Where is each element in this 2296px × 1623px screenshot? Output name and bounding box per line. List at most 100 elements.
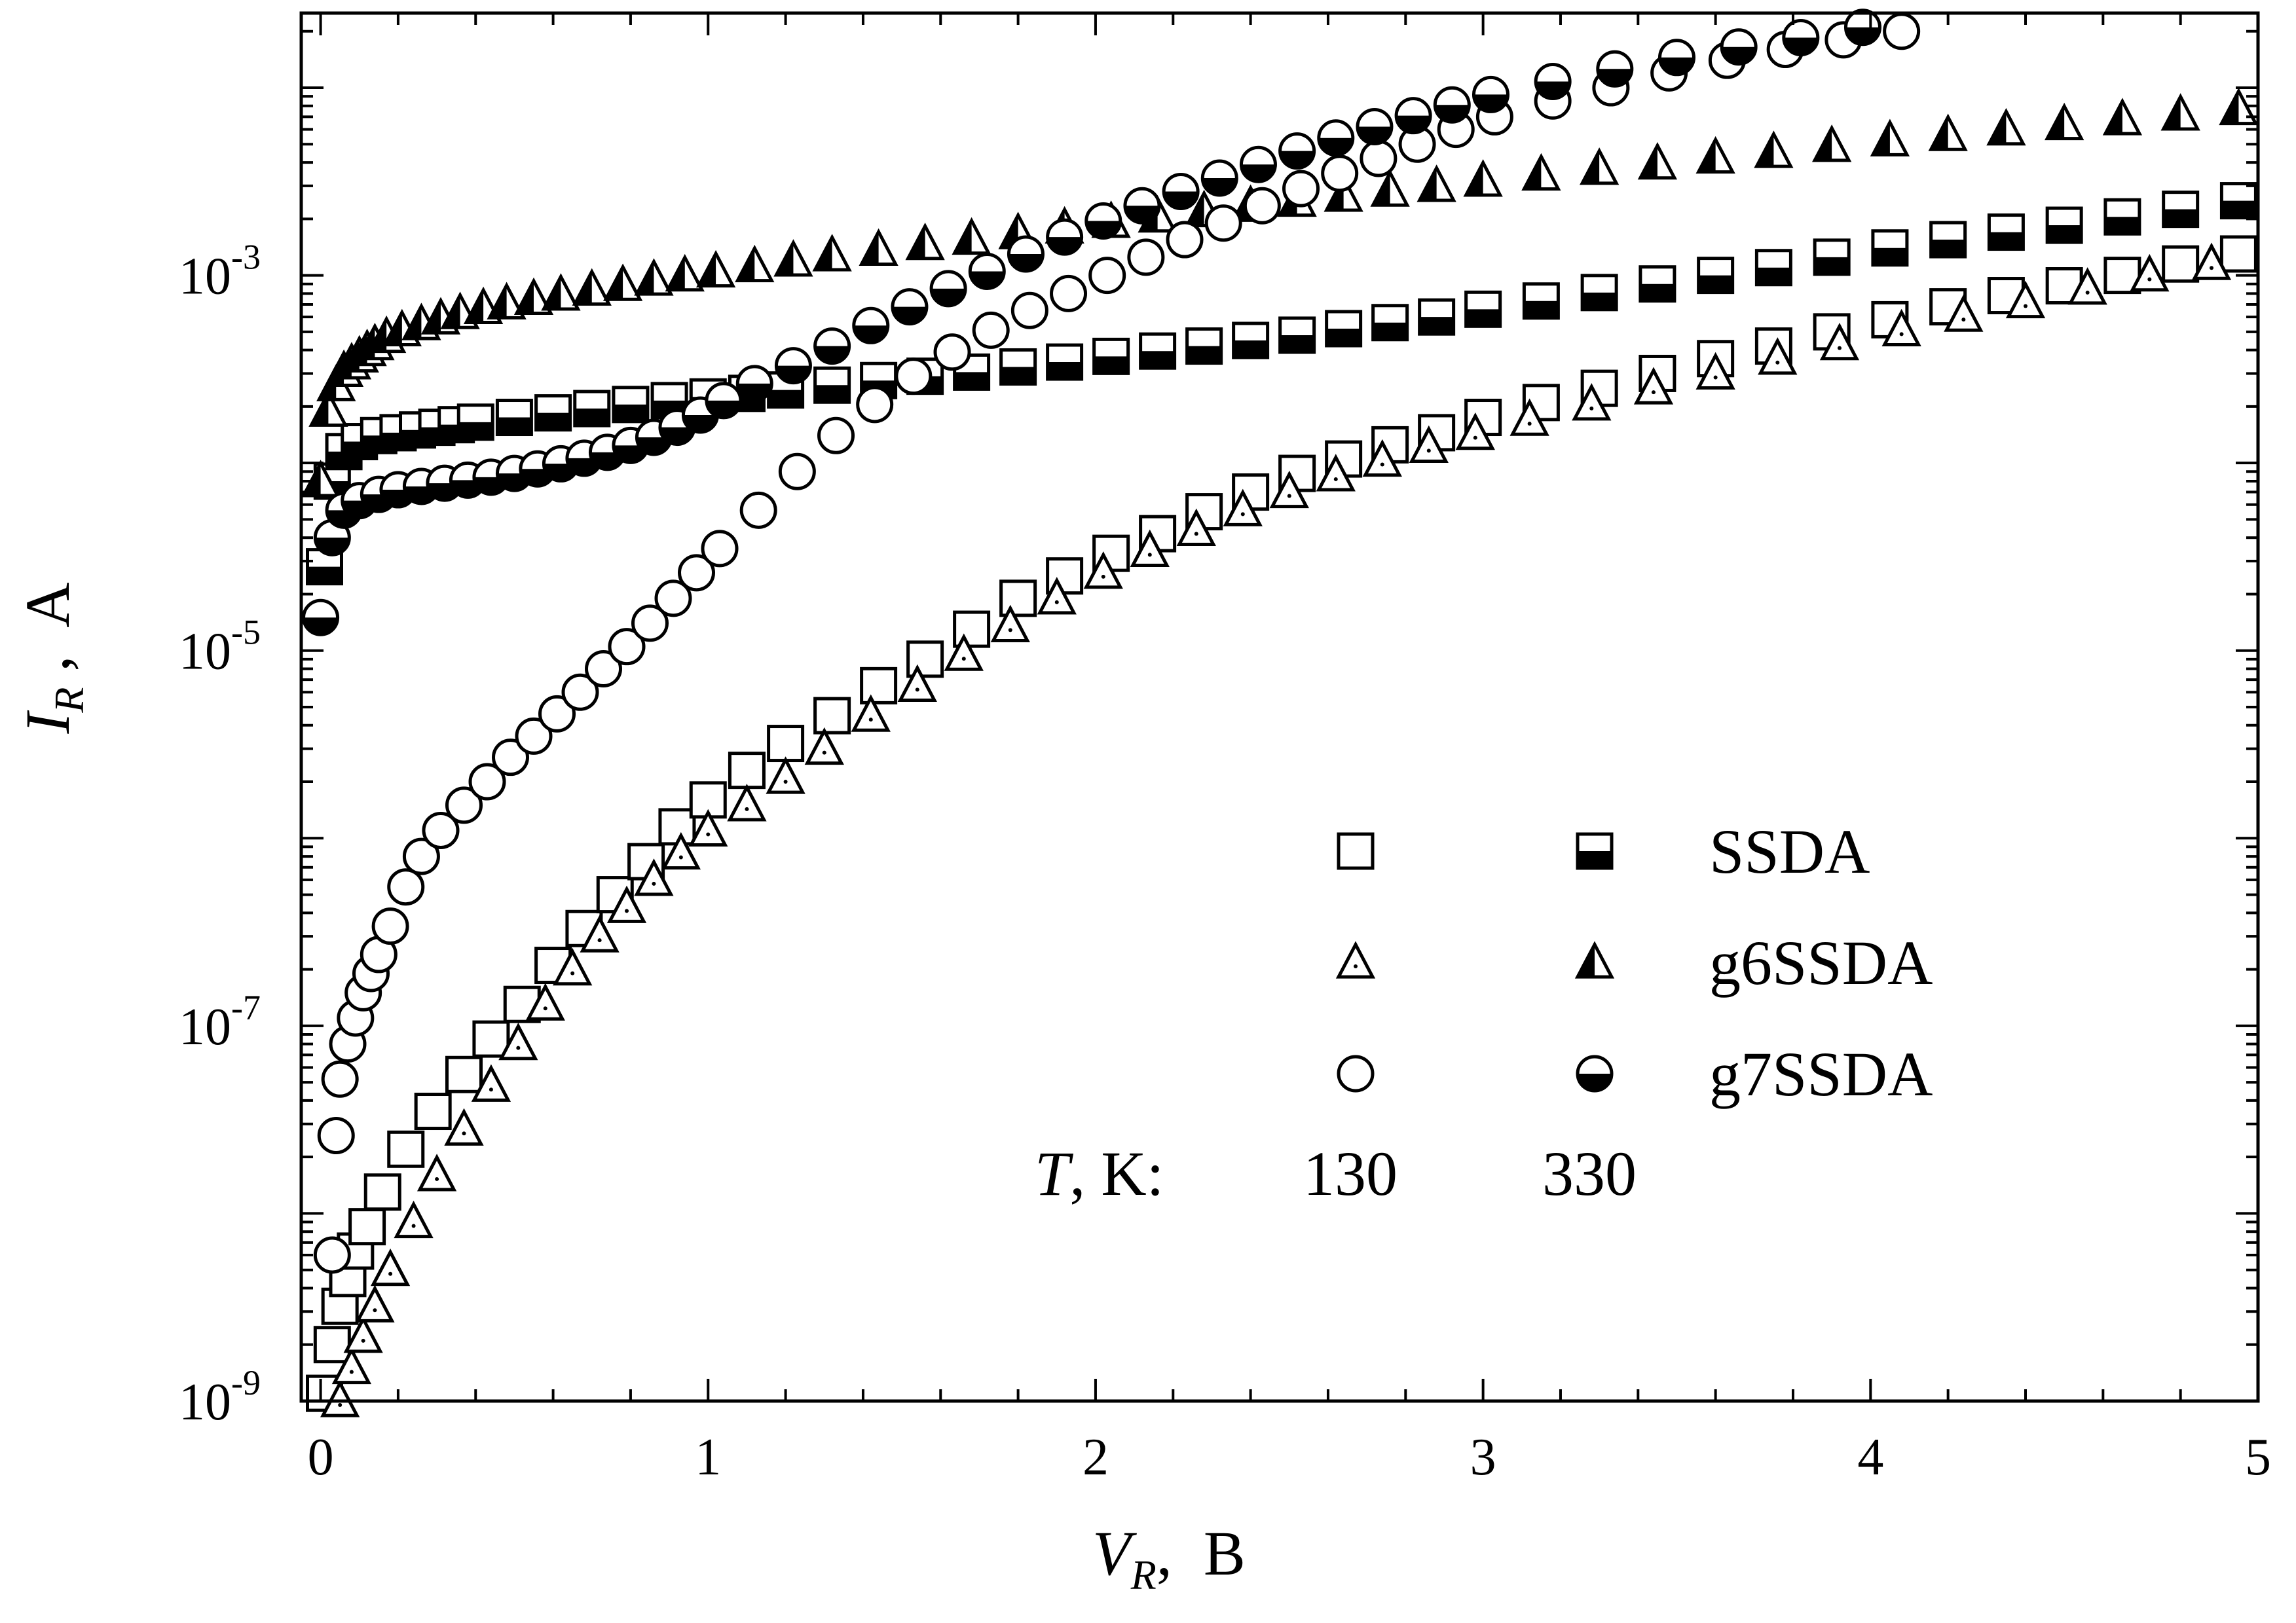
marker-outline: [1083, 551, 1123, 589]
data-point: [1046, 343, 1084, 381]
data-point: [1509, 398, 1549, 436]
data-point: [1010, 291, 1048, 329]
data-point: [445, 786, 483, 824]
data-point: [534, 394, 572, 432]
marker-fill: [307, 566, 342, 584]
data-point: [1596, 50, 1634, 88]
data-point: [313, 1326, 351, 1364]
marker-outline: [1758, 337, 1798, 375]
data-point: [1522, 282, 1560, 320]
marker-dot: [1194, 532, 1198, 536]
marker-outline: [1088, 257, 1126, 295]
marker-fill: [1419, 317, 1454, 335]
data-point: [1782, 18, 1820, 56]
legend-marker-g6ssda-130k: [1335, 941, 1376, 979]
data-point: [1037, 577, 1077, 615]
marker-outline: [606, 885, 647, 923]
data-point: [1243, 187, 1281, 225]
data-point: [1758, 337, 1798, 375]
marker-fill: [815, 385, 849, 403]
marker-outline: [394, 1200, 434, 1239]
data-point: [695, 249, 736, 288]
marker-outline: [444, 1108, 484, 1146]
x-axis-label-sub: R: [1130, 1552, 1157, 1598]
marker-outline: [331, 1346, 372, 1385]
data-point: [1534, 62, 1572, 100]
data-point: [321, 1060, 359, 1098]
marker-dot: [1240, 512, 1245, 517]
marker-dot: [1651, 390, 1656, 395]
data-point: [773, 239, 813, 277]
data-point: [1046, 218, 1084, 256]
data-point: [999, 348, 1037, 386]
data-point: [553, 947, 593, 986]
data-point: [774, 347, 812, 385]
marker-fill: [497, 417, 532, 435]
data-point: [1633, 367, 1674, 405]
data-point: [1282, 170, 1320, 208]
data-point: [363, 1173, 401, 1211]
marker-outline: [472, 1020, 510, 1058]
marker-fill: [458, 422, 493, 439]
marker-fill: [768, 390, 803, 407]
marker-fill: [1783, 37, 1818, 55]
marker-fill: [706, 400, 741, 418]
data-point: [1316, 454, 1356, 492]
marker-fill: [2221, 91, 2239, 124]
data-point: [1185, 327, 1223, 365]
marker-fill: [1640, 283, 1675, 301]
marker-fill: [2047, 106, 2065, 139]
data-point: [468, 763, 506, 801]
data-point: [472, 1020, 510, 1058]
data-point: [1409, 425, 1449, 464]
marker-outline: [471, 1064, 511, 1102]
marker-outline: [2005, 280, 2046, 319]
marker-outline: [414, 1093, 452, 1131]
marker-fill: [1872, 122, 1890, 155]
marker-fill: [2163, 209, 2198, 227]
marker-fill: [892, 306, 927, 324]
data-point: [355, 1285, 395, 1322]
marker-dot: [1527, 422, 1532, 426]
marker-outline: [2162, 245, 2200, 283]
marker-fill: [303, 463, 321, 496]
marker-fill: [574, 409, 609, 426]
marker-outline: [1010, 291, 1048, 329]
y-axis-label-unit: , A: [12, 582, 83, 687]
marker-outline: [654, 579, 692, 617]
legend-temperature-330: 330: [1542, 1139, 1637, 1209]
marker-fill: [1124, 206, 1159, 223]
marker-outline: [343, 1315, 383, 1353]
data-point: [944, 633, 984, 671]
legend-temperature-label: T, K:: [1035, 1139, 1164, 1209]
marker-fill: [1722, 46, 1756, 64]
x-tick-label: 3: [1470, 1429, 1496, 1486]
marker-outline: [2067, 267, 2107, 305]
marker-fill: [1009, 253, 1043, 271]
data-point: [1883, 12, 1921, 50]
marker-dot: [373, 1308, 377, 1313]
marker-fill: [1815, 128, 1832, 160]
marker-outline: [2219, 235, 2257, 273]
y-axis-label-sub: R: [46, 687, 92, 713]
data-point: [1944, 294, 1984, 332]
data-point: [2219, 235, 2257, 273]
marker-outline: [728, 752, 766, 790]
data-point: [778, 452, 816, 490]
marker-dot: [1354, 964, 1358, 968]
marker-fill: [1524, 156, 1542, 189]
marker-fill: [2047, 225, 2082, 243]
data-point: [631, 604, 669, 642]
marker-dot: [1473, 435, 1477, 440]
marker-outline: [944, 633, 984, 671]
marker-fill: [613, 445, 648, 463]
marker-fill: [1578, 851, 1612, 868]
data-point: [1317, 119, 1355, 157]
data-point: [370, 1249, 411, 1286]
marker-outline: [608, 628, 646, 666]
marker-dot: [822, 750, 826, 755]
marker-dot: [1287, 494, 1291, 498]
data-point: [2067, 267, 2107, 305]
marker-fill: [2221, 200, 2256, 218]
